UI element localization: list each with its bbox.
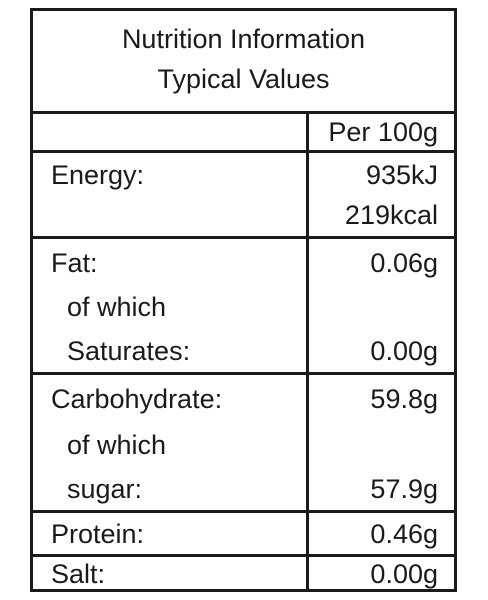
column-divider xyxy=(306,111,309,589)
energy-row: Energy: 935kJ 219kcal xyxy=(33,150,454,236)
carbohydrate-of-which-label: of which xyxy=(67,430,167,460)
carbohydrate-row: Carbohydrate: 59.8g of which sugar: 57.9… xyxy=(33,372,454,510)
energy-kj-value: 935kJ xyxy=(365,160,438,190)
saturates-value: 0.00g xyxy=(370,336,438,366)
fat-row: Fat: 0.06g of which Saturates: 0.00g xyxy=(33,236,454,372)
energy-label: Energy: xyxy=(51,160,145,190)
table-title: Nutrition Information xyxy=(121,24,366,54)
sugar-label: sugar: xyxy=(67,474,143,504)
salt-value: 0.00g xyxy=(370,559,438,589)
energy-kcal-value: 219kcal xyxy=(344,200,438,230)
table-header: Nutrition Information Typical Values xyxy=(33,11,454,111)
fat-of-which-label: of which xyxy=(67,292,167,322)
salt-label: Salt: xyxy=(51,559,106,589)
fat-label: Fat: xyxy=(51,248,98,278)
fat-value: 0.06g xyxy=(370,248,438,278)
protein-row: Protein: 0.46g xyxy=(33,510,454,554)
nutrition-table: Nutrition Information Typical Values Per… xyxy=(30,8,457,592)
carbohydrate-value: 59.8g xyxy=(370,384,438,414)
saturates-label: Saturates: xyxy=(67,336,191,366)
per-100g-heading: Per 100g xyxy=(328,117,438,147)
column-heading-row: Per 100g xyxy=(33,111,454,150)
sugar-value: 57.9g xyxy=(370,474,438,504)
carbohydrate-label: Carbohydrate: xyxy=(51,384,223,414)
protein-label: Protein: xyxy=(51,519,145,549)
salt-row: Salt: 0.00g xyxy=(33,554,454,589)
protein-value: 0.46g xyxy=(370,519,438,549)
table-subtitle: Typical Values xyxy=(157,64,330,94)
